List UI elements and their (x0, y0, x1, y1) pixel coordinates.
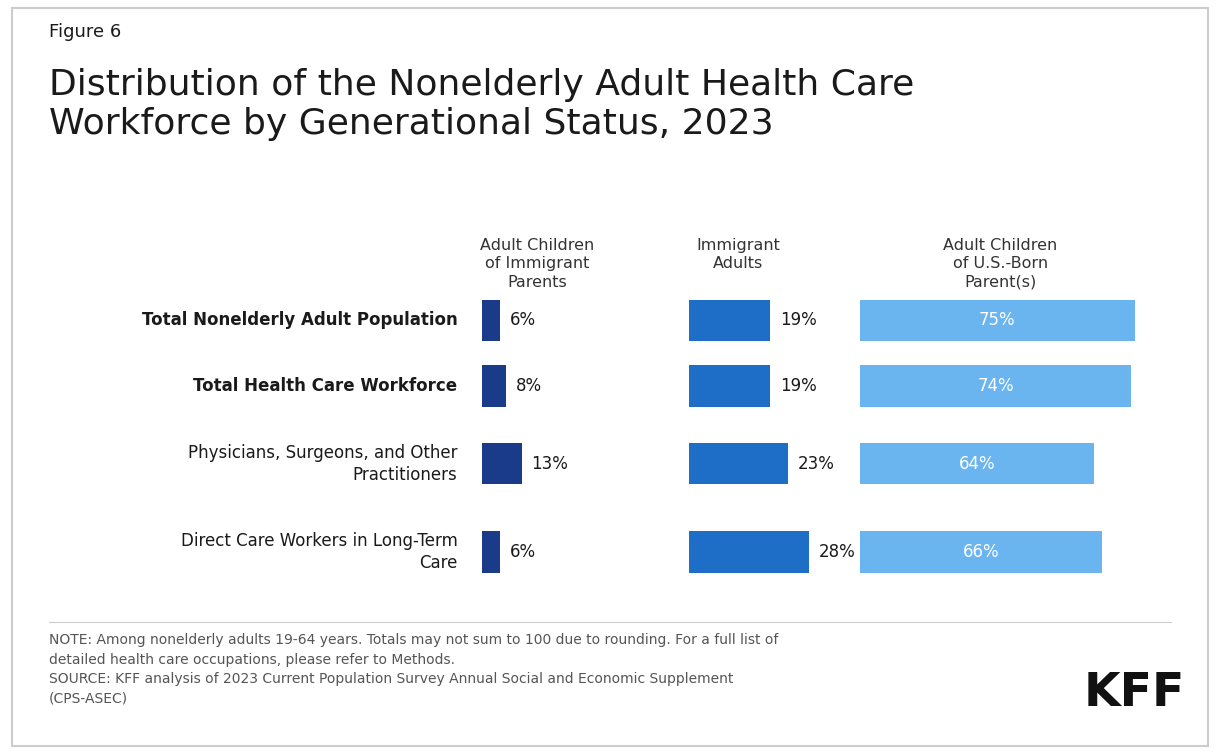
Text: Figure 6: Figure 6 (49, 23, 121, 41)
Text: Adult Children
of U.S.-Born
Parent(s): Adult Children of U.S.-Born Parent(s) (943, 238, 1058, 290)
Text: 28%: 28% (819, 543, 855, 561)
FancyBboxPatch shape (482, 366, 506, 407)
FancyBboxPatch shape (689, 531, 809, 573)
Text: 66%: 66% (963, 543, 999, 561)
Text: 6%: 6% (510, 543, 536, 561)
Text: 23%: 23% (798, 455, 834, 473)
Text: NOTE: Among nonelderly adults 19-64 years. Totals may not sum to 100 due to roun: NOTE: Among nonelderly adults 19-64 year… (49, 633, 778, 706)
FancyBboxPatch shape (860, 443, 1094, 485)
Text: 8%: 8% (516, 377, 542, 395)
FancyBboxPatch shape (482, 443, 521, 485)
FancyBboxPatch shape (860, 299, 1135, 341)
FancyBboxPatch shape (689, 443, 788, 485)
Text: Total Health Care Workforce: Total Health Care Workforce (194, 377, 458, 395)
Text: 6%: 6% (510, 311, 536, 329)
Text: Immigrant
Adults: Immigrant Adults (697, 238, 780, 271)
Text: Physicians, Surgeons, and Other
Practitioners: Physicians, Surgeons, and Other Practiti… (188, 443, 458, 484)
Text: 19%: 19% (781, 311, 817, 329)
Text: 64%: 64% (959, 455, 996, 473)
Text: 19%: 19% (781, 377, 817, 395)
FancyBboxPatch shape (482, 299, 500, 341)
Text: 13%: 13% (531, 455, 569, 473)
Text: Distribution of the Nonelderly Adult Health Care
Workforce by Generational Statu: Distribution of the Nonelderly Adult Hea… (49, 68, 914, 141)
Text: Direct Care Workers in Long-Term
Care: Direct Care Workers in Long-Term Care (181, 532, 458, 572)
FancyBboxPatch shape (860, 531, 1102, 573)
Text: 75%: 75% (978, 311, 1016, 329)
FancyBboxPatch shape (689, 366, 771, 407)
Text: KFF: KFF (1083, 671, 1186, 716)
Text: Adult Children
of Immigrant
Parents: Adult Children of Immigrant Parents (479, 238, 594, 290)
FancyBboxPatch shape (860, 366, 1131, 407)
FancyBboxPatch shape (689, 299, 771, 341)
FancyBboxPatch shape (482, 531, 500, 573)
Text: 74%: 74% (977, 377, 1014, 395)
Text: Total Nonelderly Adult Population: Total Nonelderly Adult Population (142, 311, 458, 329)
